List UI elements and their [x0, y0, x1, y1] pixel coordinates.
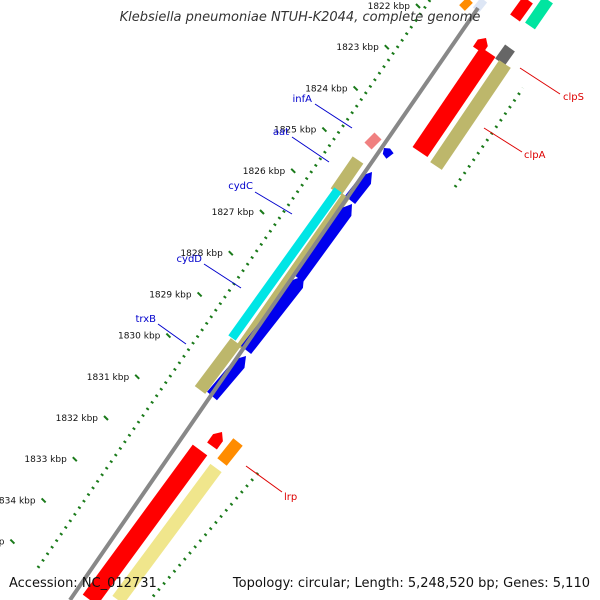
- tick-marks: 1822 kbp 1823 kbp 1824 kbp 1825 kbp 1826 kbp…: [0, 2, 421, 548]
- tick-label: 1827 kbp: [212, 208, 255, 218]
- tick-label: 1825 kbp: [274, 126, 317, 136]
- tick-label: 1830 kbp: [118, 332, 161, 342]
- gene-yellow-long: [112, 463, 222, 600]
- inner-dotted-ring: [148, 87, 525, 600]
- outer-dotted-ring: [33, 0, 432, 573]
- tick-mark: [228, 250, 234, 256]
- gene-blue-2: [292, 204, 352, 282]
- label-clpA: clpA: [524, 150, 546, 161]
- label-cydD: cydD: [177, 254, 203, 265]
- gene-red-corner: [510, 0, 533, 22]
- tick-mark: [352, 85, 359, 92]
- label-clpS: clpS: [563, 92, 584, 103]
- gene-clpS: [495, 44, 515, 66]
- tick-label: 1829 kbp: [149, 290, 192, 300]
- label-trxB: trxB: [135, 314, 156, 325]
- leader-line: [203, 263, 242, 289]
- map-title: Klebsiella pneumoniae NTUH-K2044, comple…: [119, 10, 481, 25]
- tick-mark: [103, 415, 109, 421]
- gene-orange-corner: [459, 0, 473, 11]
- leader-line: [245, 465, 283, 493]
- label-cydC: cydC: [228, 181, 253, 192]
- gene-red-long: [82, 444, 208, 600]
- tick-mark: [9, 538, 16, 545]
- tick-mark: [165, 332, 172, 339]
- leader-line: [483, 127, 523, 153]
- tick-label: 1834 kbp: [0, 496, 36, 506]
- gene-khaki-rev: [430, 60, 511, 170]
- tick-mark: [196, 291, 203, 298]
- tick-label: 1824 kbp: [305, 84, 348, 94]
- gene-khaki-1: [330, 156, 364, 196]
- tick-mark: [415, 3, 421, 9]
- gene-infA: [364, 132, 382, 150]
- gene-lrp: [217, 438, 243, 466]
- tick-mark: [40, 497, 47, 504]
- label-lrp: lrp: [284, 492, 297, 503]
- tick-label: 1832 kbp: [56, 414, 99, 424]
- gene-blue-1: [344, 172, 372, 205]
- label-infA: infA: [293, 94, 313, 105]
- gene-clpA: [412, 46, 496, 158]
- tick-mark: [72, 456, 78, 462]
- genome-summary-text: Topology: circular; Length: 5,248,520 bp…: [232, 576, 590, 591]
- tick-label: 1823 kbp: [336, 43, 379, 53]
- backbone-line: [68, 6, 480, 600]
- gene-labels: infA aat cydC cydD trxB clpS clpA lrp: [135, 67, 584, 503]
- leader-line: [314, 103, 353, 129]
- gene-red-lower-1: [207, 432, 223, 450]
- tick-mark: [321, 126, 328, 133]
- gene-cydC: [228, 187, 342, 341]
- tick-label: 1822 kbp: [368, 2, 411, 12]
- tick-mark: [134, 374, 140, 380]
- accession-text: Accession: NC_012731: [9, 576, 157, 591]
- gene-blue-3: [240, 276, 304, 355]
- leader-line: [291, 136, 330, 163]
- tick-mark: [259, 209, 265, 215]
- tick-label: 1833 kbp: [24, 455, 67, 465]
- gene-green-corner: [525, 0, 553, 30]
- leader-line: [157, 323, 187, 345]
- tick-label: 1828 kbp: [180, 249, 223, 259]
- gene-aat: [382, 148, 394, 159]
- tick-label: 1835 kbp: [0, 538, 5, 548]
- tick-mark: [384, 44, 390, 50]
- gene-features: [82, 0, 553, 600]
- gene-trxB: [194, 338, 242, 394]
- tick-label: 1831 kbp: [87, 373, 130, 383]
- leader-line: [519, 67, 561, 95]
- label-aat: aat: [273, 127, 289, 138]
- tick-mark: [290, 168, 296, 174]
- leader-line: [254, 191, 293, 215]
- tick-label: 1826 kbp: [243, 167, 286, 177]
